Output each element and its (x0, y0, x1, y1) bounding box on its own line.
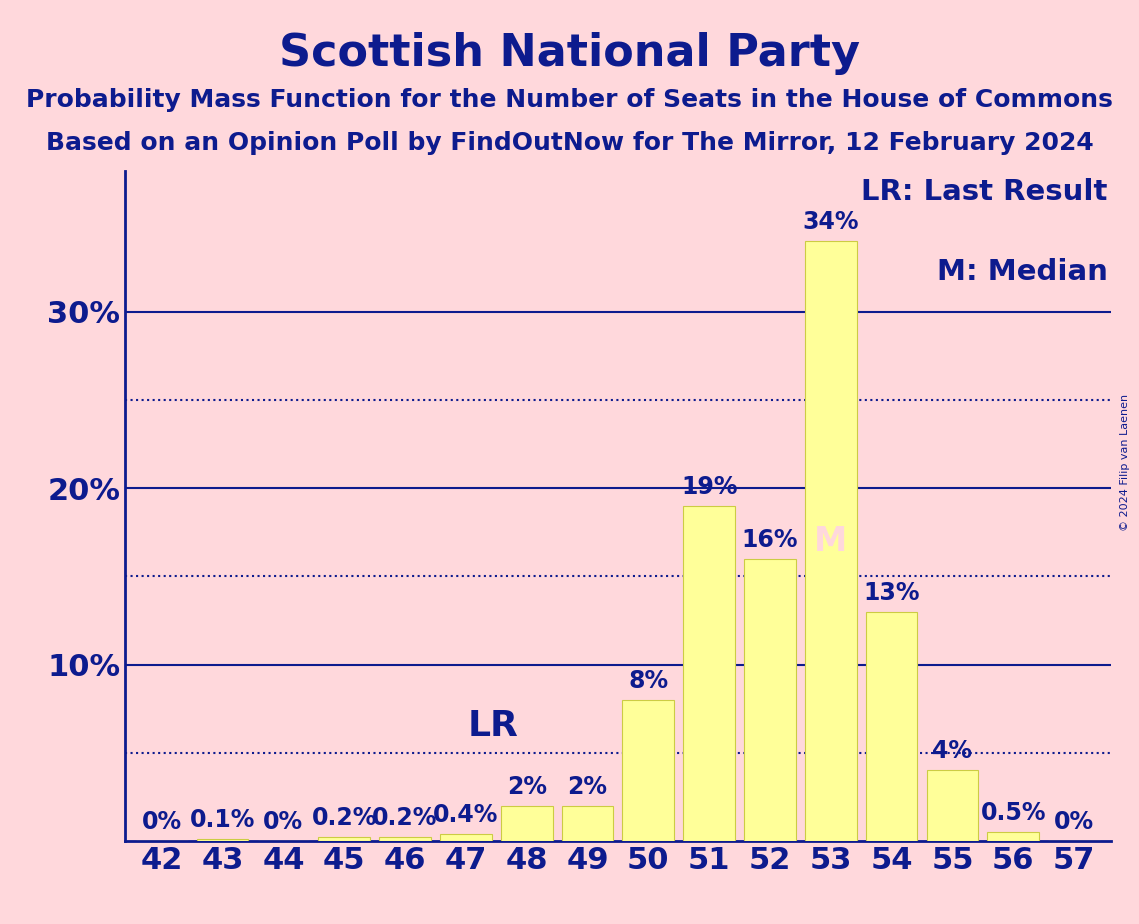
Text: LR: Last Result: LR: Last Result (861, 177, 1107, 206)
Text: 13%: 13% (863, 580, 920, 604)
Text: 0%: 0% (1054, 809, 1095, 833)
Text: M: M (814, 525, 847, 558)
Bar (319, 837, 370, 841)
Text: 2%: 2% (507, 774, 547, 798)
Text: LR: LR (468, 710, 518, 743)
Text: 0.2%: 0.2% (372, 807, 437, 831)
Bar (562, 806, 613, 841)
Bar (926, 771, 978, 841)
Text: M: Median: M: Median (936, 258, 1107, 286)
Bar (440, 833, 492, 841)
Bar (501, 806, 552, 841)
Bar (988, 832, 1039, 841)
Bar (683, 506, 735, 841)
Text: 19%: 19% (681, 475, 737, 499)
Text: 0%: 0% (141, 809, 182, 833)
Text: 0%: 0% (263, 809, 303, 833)
Text: 0.1%: 0.1% (190, 808, 255, 832)
Text: 8%: 8% (629, 669, 669, 693)
Text: 0.4%: 0.4% (433, 803, 499, 827)
Bar (379, 837, 431, 841)
Bar (623, 699, 674, 841)
Text: Based on an Opinion Poll by FindOutNow for The Mirror, 12 February 2024: Based on an Opinion Poll by FindOutNow f… (46, 131, 1093, 155)
Text: Scottish National Party: Scottish National Party (279, 32, 860, 76)
Text: 2%: 2% (567, 774, 607, 798)
Text: 16%: 16% (741, 528, 798, 552)
Bar (866, 612, 917, 841)
Text: 0.5%: 0.5% (981, 801, 1046, 825)
Bar (805, 241, 857, 841)
Text: Probability Mass Function for the Number of Seats in the House of Commons: Probability Mass Function for the Number… (26, 88, 1113, 112)
Text: 4%: 4% (933, 739, 973, 763)
Bar (744, 559, 796, 841)
Text: 34%: 34% (803, 211, 859, 235)
Text: 0.2%: 0.2% (312, 807, 377, 831)
Text: © 2024 Filip van Laenen: © 2024 Filip van Laenen (1120, 394, 1130, 530)
Bar (197, 839, 248, 841)
